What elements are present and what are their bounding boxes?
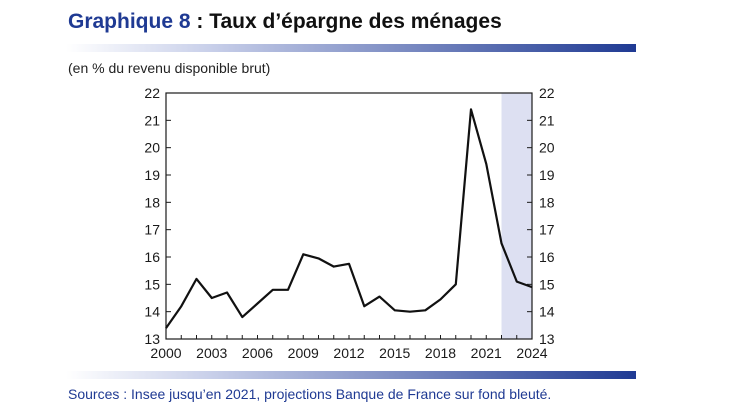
y-tick-label-right: 14 xyxy=(539,304,555,320)
x-tick-label: 2003 xyxy=(196,345,227,361)
x-tick-label: 2009 xyxy=(288,345,319,361)
footer-gradient-bar xyxy=(66,371,636,379)
x-tick-label: 2006 xyxy=(242,345,273,361)
y-tick-label-right: 21 xyxy=(539,112,555,128)
chart-title-prefix: Graphique 8 xyxy=(68,10,191,33)
units-label: (en % du revenu disponible brut) xyxy=(68,60,271,76)
y-tick-label-left: 16 xyxy=(144,249,160,265)
x-tick-label: 2018 xyxy=(425,345,456,361)
y-tick-label-left: 22 xyxy=(144,85,160,101)
y-tick-label-left: 18 xyxy=(144,194,160,210)
y-tick-label-right: 20 xyxy=(539,140,555,156)
y-tick-label-right: 18 xyxy=(539,194,555,210)
savings-rate-line xyxy=(165,108,533,329)
y-tick-label-left: 14 xyxy=(144,304,160,320)
y-tick-label-left: 13 xyxy=(144,331,160,347)
x-tick-label: 2000 xyxy=(150,345,181,361)
y-tick-label-left: 21 xyxy=(144,112,160,128)
chart-title: Graphique 8 : Taux d’épargne des ménages xyxy=(68,10,502,34)
y-tick-label-right: 19 xyxy=(539,167,555,183)
chart-title-text: Taux d’épargne des ménages xyxy=(209,10,502,33)
y-tick-label-left: 17 xyxy=(144,222,160,238)
header-gradient-bar xyxy=(66,44,636,52)
source-note: Sources : Insee jusqu’en 2021, projectio… xyxy=(68,386,552,402)
y-tick-label-right: 16 xyxy=(539,249,555,265)
y-tick-label-right: 13 xyxy=(539,331,555,347)
projection-shade xyxy=(501,93,532,339)
y-tick-label-right: 17 xyxy=(539,222,555,238)
x-tick-label: 2024 xyxy=(516,345,547,361)
y-tick-label-right: 22 xyxy=(539,85,555,101)
y-tick-label-right: 15 xyxy=(539,276,555,292)
y-tick-label-left: 19 xyxy=(144,167,160,183)
y-tick-label-left: 20 xyxy=(144,140,160,156)
x-tick-label: 2015 xyxy=(379,345,410,361)
x-tick-label: 2012 xyxy=(333,345,364,361)
x-tick-label: 2021 xyxy=(471,345,502,361)
y-tick-label-left: 15 xyxy=(144,276,160,292)
chart-title-separator: : xyxy=(190,10,210,33)
